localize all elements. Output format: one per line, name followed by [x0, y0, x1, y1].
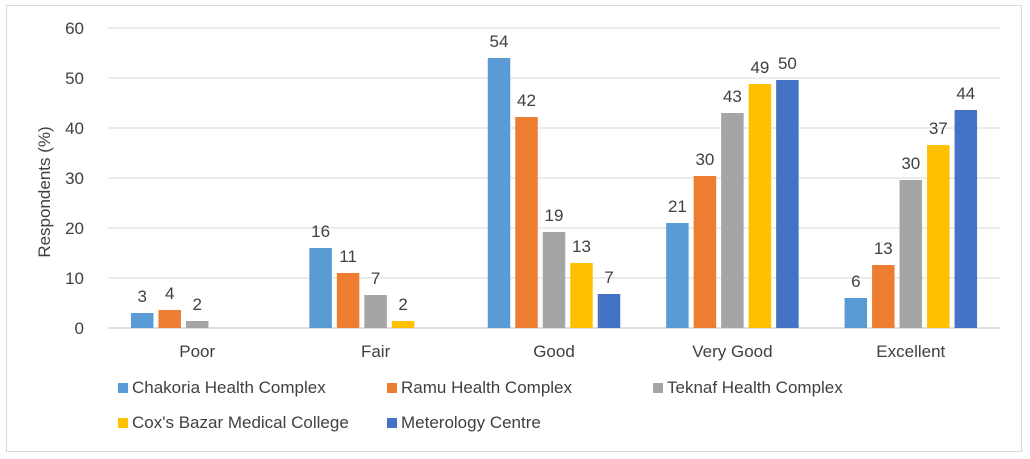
data-label: 21: [668, 197, 687, 216]
legend-label: Meterology Centre: [401, 413, 541, 432]
data-label: 3: [137, 287, 146, 306]
x-tick-label: Excellent: [876, 342, 945, 361]
y-tick-label: 50: [65, 69, 84, 88]
data-label: 54: [490, 32, 509, 51]
bar: [721, 113, 744, 328]
legend-label: Ramu Health Complex: [401, 378, 573, 397]
data-label: 37: [929, 119, 948, 138]
data-label: 50: [778, 54, 797, 73]
bar: [542, 232, 566, 328]
bar: [899, 180, 923, 328]
bar: [364, 295, 387, 328]
legend-swatch: [118, 418, 128, 428]
y-tick-label: 30: [65, 169, 84, 188]
bar: [185, 321, 209, 328]
bar: [487, 58, 511, 328]
bar: [693, 176, 717, 328]
y-axis-ticks: 0 10 20 30 40 50 60: [65, 19, 84, 338]
bar: [391, 321, 415, 328]
chart-frame: [6, 5, 1022, 452]
y-tick-label: 40: [65, 119, 84, 138]
bar: [776, 80, 799, 328]
bar: [570, 263, 593, 328]
data-label: 2: [192, 295, 201, 314]
legend-swatch: [653, 383, 663, 393]
legend-swatch: [387, 418, 397, 428]
bar: [336, 273, 360, 328]
legend-swatch: [118, 383, 128, 393]
bar: [158, 310, 181, 328]
y-tick-label: 20: [65, 219, 84, 238]
bar: [597, 294, 621, 328]
bar: [309, 248, 332, 328]
data-label: 11: [339, 247, 357, 266]
x-tick-label: Poor: [179, 342, 215, 361]
y-tick-label: 10: [65, 269, 84, 288]
x-tick-label: Good: [533, 342, 575, 361]
bar: [872, 265, 895, 328]
legend: Chakoria Health Complex Ramu Health Compl…: [118, 378, 843, 432]
data-label: 16: [311, 222, 330, 241]
data-label: 42: [517, 91, 536, 110]
data-label: 30: [695, 150, 714, 169]
legend-label: Teknaf Health Complex: [667, 378, 843, 397]
data-label: 2: [398, 295, 407, 314]
y-tick-label: 0: [75, 319, 84, 338]
data-label: 13: [572, 237, 591, 256]
bar: [844, 298, 868, 328]
bar: [927, 145, 950, 328]
data-label: 19: [545, 206, 564, 225]
data-label: 6: [851, 272, 860, 291]
data-label: 13: [874, 239, 893, 258]
x-tick-label: Very Good: [692, 342, 772, 361]
data-label: 49: [750, 58, 769, 77]
bar: [748, 84, 772, 328]
data-label: 43: [723, 87, 742, 106]
bar: [130, 313, 154, 328]
data-label: 30: [901, 154, 920, 173]
data-label: 44: [956, 84, 975, 103]
data-label: 7: [371, 269, 380, 288]
legend-label: Chakoria Health Complex: [132, 378, 326, 397]
bar: [515, 117, 538, 328]
bar: [666, 223, 689, 328]
bar: [954, 110, 978, 328]
y-axis-label: Respondents (%): [35, 126, 54, 257]
data-label: 4: [165, 284, 174, 303]
x-tick-label: Fair: [361, 342, 391, 361]
legend-label: Cox's Bazar Medical College: [132, 413, 349, 432]
legend-swatch: [387, 383, 397, 393]
data-label: 7: [604, 268, 613, 287]
x-axis-labels: Poor Fair Good Very Good Excellent: [179, 342, 945, 361]
y-tick-label: 60: [65, 19, 84, 38]
